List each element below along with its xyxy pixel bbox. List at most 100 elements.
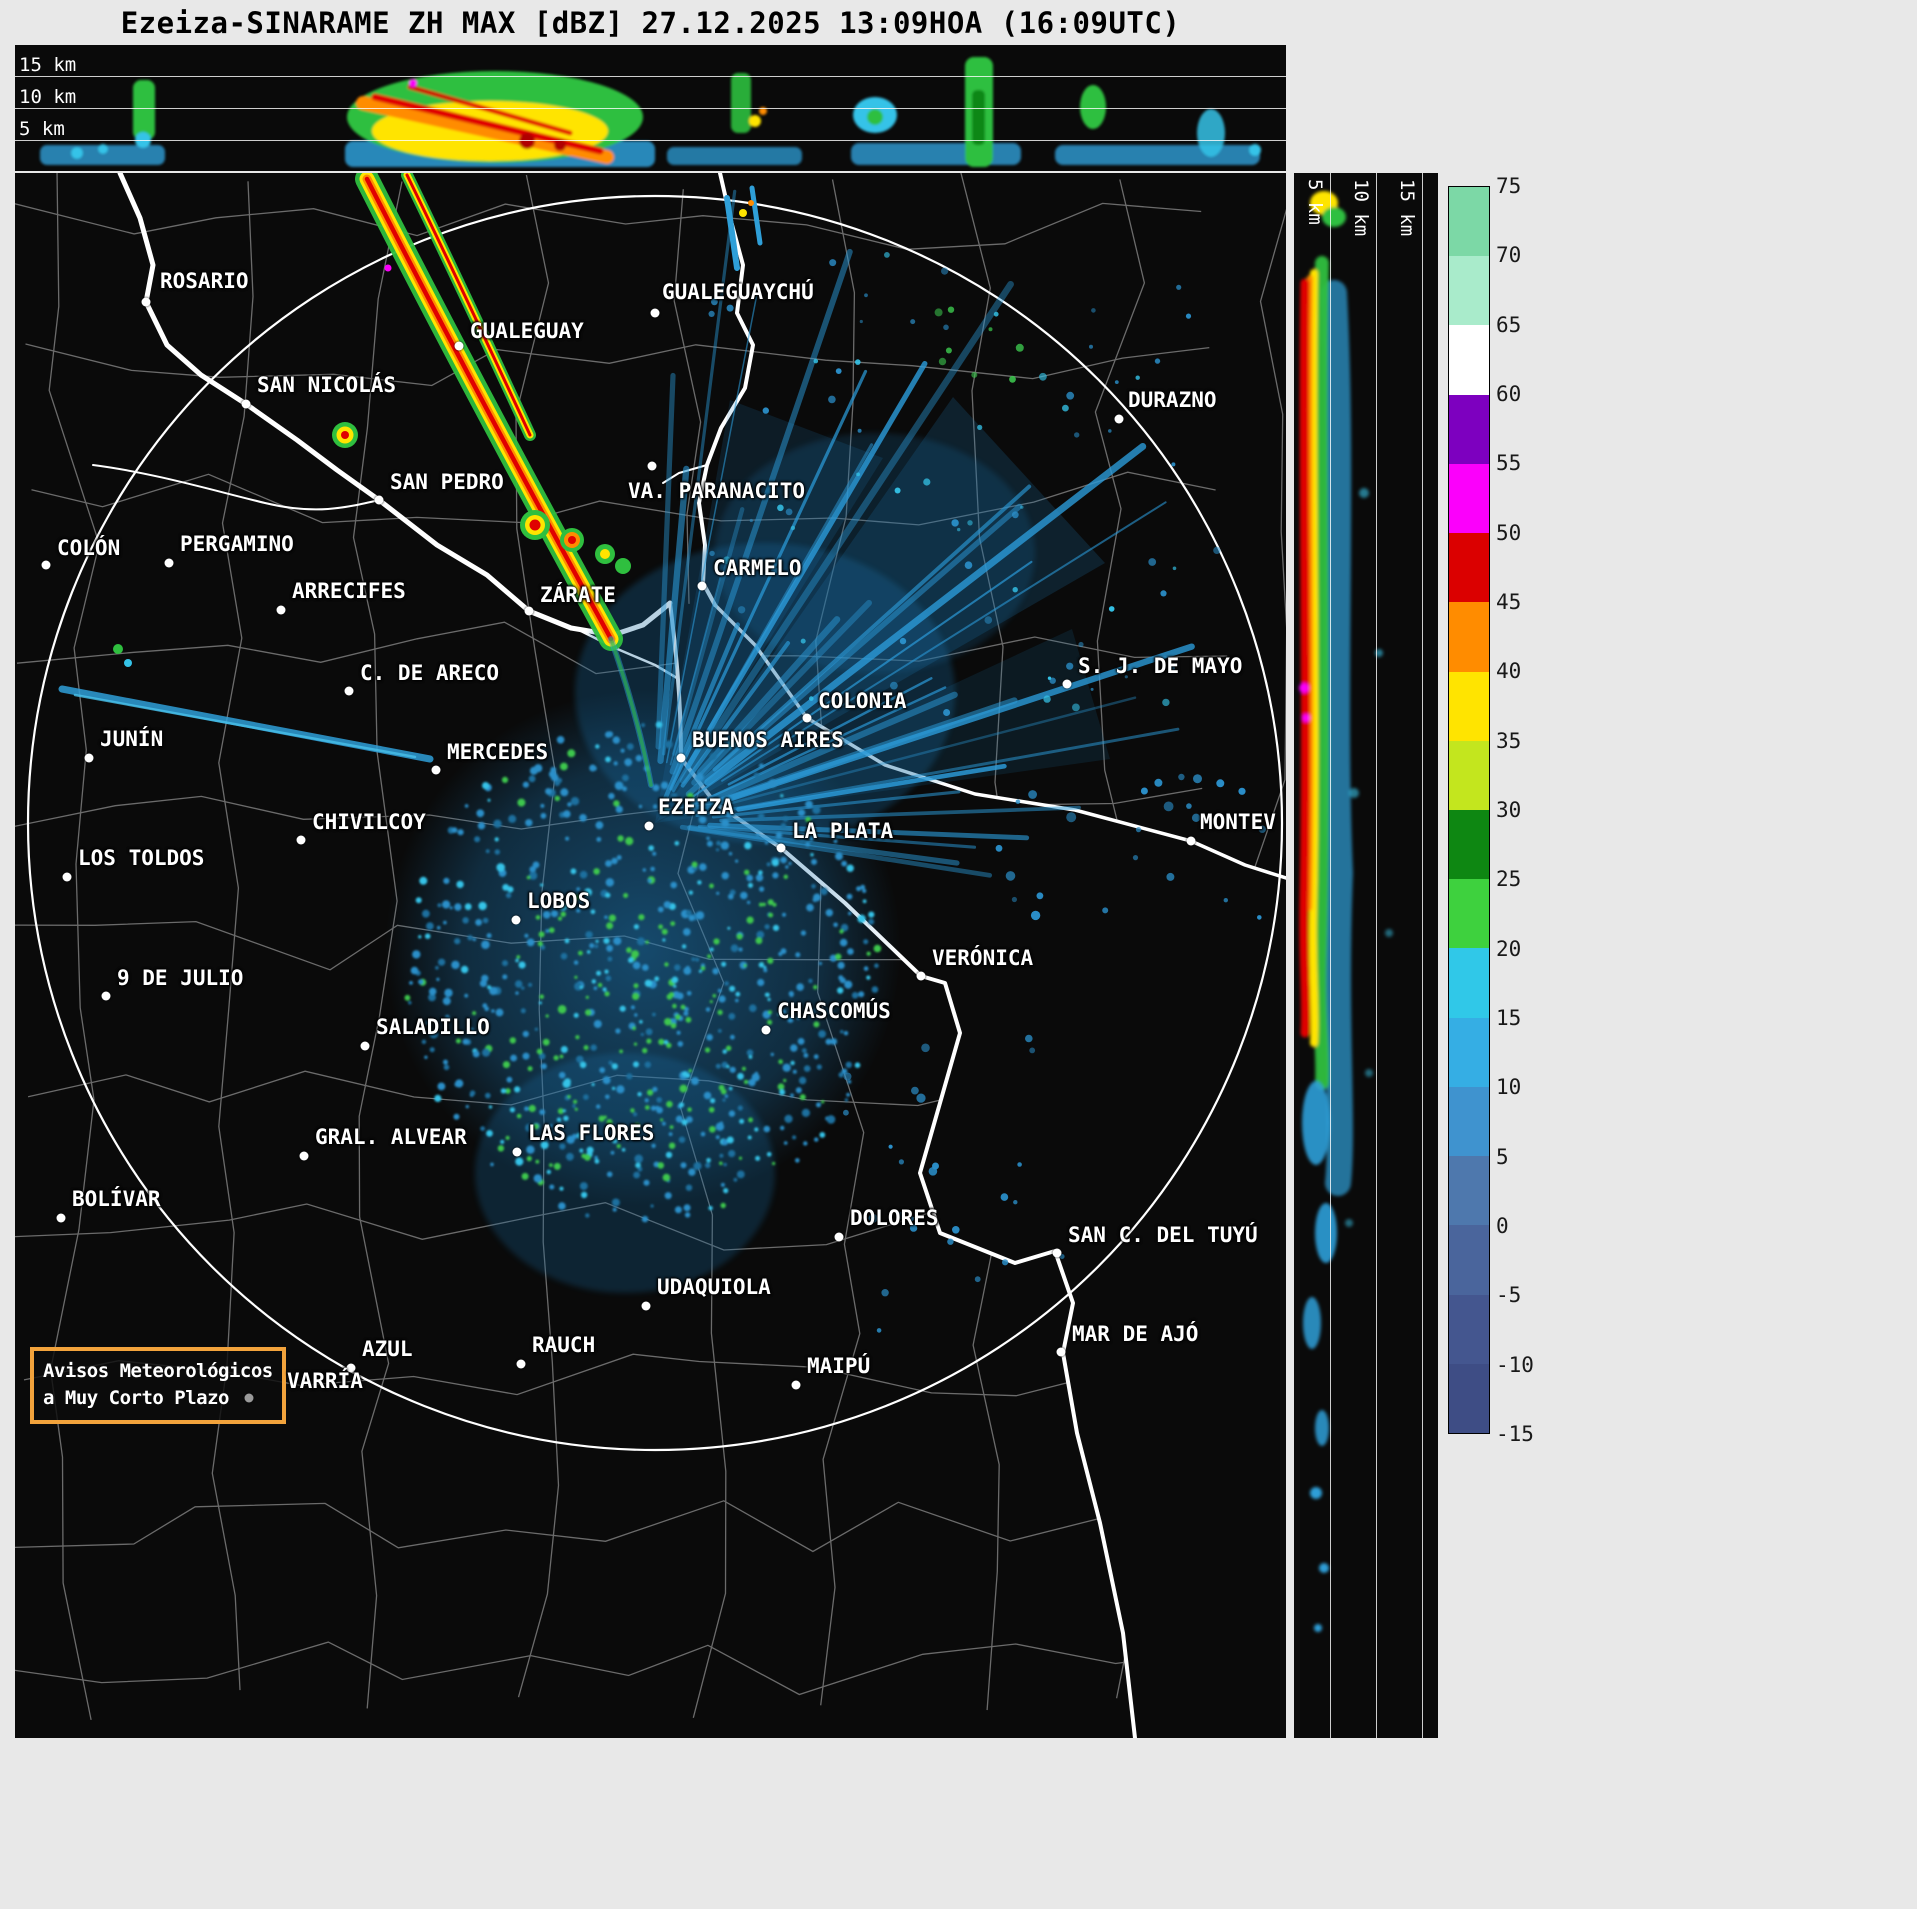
- colorbar-tick-label: 55: [1496, 451, 1522, 476]
- city-dot: [834, 1232, 844, 1242]
- city-dot: [241, 399, 251, 409]
- height-gridline: [15, 108, 1286, 109]
- city-dot: [791, 1380, 801, 1390]
- colorbar-band: [1449, 1363, 1489, 1433]
- colorbar-band: [1449, 187, 1489, 257]
- colorbar-band: [1449, 394, 1489, 464]
- city-dot: [1056, 1347, 1066, 1357]
- city-label: UDAQUIOLA: [657, 1275, 771, 1299]
- city-dot: [1114, 414, 1124, 424]
- city-dot: [676, 753, 686, 763]
- city-dot: [802, 713, 812, 723]
- height-gridline: [1330, 173, 1331, 1738]
- city-label: SALADILLO: [376, 1015, 490, 1039]
- city-label: GUALEGUAY: [470, 319, 584, 343]
- city-label: VERÓNICA: [932, 946, 1034, 970]
- city-dot: [141, 297, 151, 307]
- radar-echo-spokes: [655, 189, 1195, 878]
- colorbar-tick-label: -5: [1496, 1283, 1522, 1308]
- city-label: MONTEV: [1200, 810, 1276, 834]
- city-label: SAN C. DEL TUYÚ: [1068, 1223, 1258, 1247]
- colorbar-band: [1449, 948, 1489, 1018]
- city-dot: [56, 1213, 66, 1223]
- city-dot: [644, 821, 654, 831]
- colorbar-labels: 75 70 65 60 55 50 45 40 35 30 25 20 15 10 5 0 -5 -10 -15: [1496, 174, 1576, 1446]
- height-tick-label: 5 km: [1304, 179, 1326, 225]
- city-label: COLÓN: [57, 536, 121, 560]
- city-label: BUENOS AIRES: [692, 728, 844, 752]
- city-dot: [346, 1363, 356, 1373]
- radar-echoes: [58, 173, 1267, 1333]
- colorbar-band: [1449, 1017, 1489, 1087]
- colorbar-tick-label: 25: [1496, 867, 1522, 892]
- colorbar-band: [1449, 463, 1489, 534]
- city-dot: [776, 843, 786, 853]
- colorbar-band: [1449, 325, 1489, 395]
- city-dot: [916, 971, 926, 981]
- colorbar-bands: [1448, 186, 1490, 1434]
- city-dot: [84, 753, 94, 763]
- city-dot: [516, 1359, 526, 1369]
- city-dot: [1062, 679, 1072, 689]
- city-label: SAN PEDRO: [390, 470, 504, 494]
- city-dot: [1186, 836, 1196, 846]
- city-dot: [296, 835, 306, 845]
- height-gridline: [1422, 173, 1423, 1738]
- city-label: ROSARIO: [160, 269, 249, 293]
- city-label: DURAZNO: [1128, 388, 1217, 412]
- colorbar-tick-label: 70: [1496, 243, 1522, 268]
- city-label: LAS FLORES: [528, 1121, 655, 1145]
- admin-boundaries: [15, 173, 1286, 1721]
- colorbar-band: [1449, 1294, 1489, 1364]
- warning-line-2: a Muy Corto Plazo: [43, 1387, 229, 1409]
- nw-storm-band: [355, 173, 654, 788]
- city-label: MAIPÚ: [807, 1354, 871, 1378]
- city-label: AZUL: [362, 1337, 413, 1361]
- height-tick-label: 5 km: [19, 118, 65, 140]
- city-label: C. DE ARECO: [360, 661, 500, 685]
- city-label: LOS TOLDOS: [78, 846, 205, 870]
- top-cross-section-panel: 15 km 10 km 5 km: [15, 45, 1286, 171]
- city-dot: [524, 606, 534, 616]
- city-label: CHIVILCOY: [312, 810, 426, 834]
- city-label: S. J. DE MAYO: [1078, 654, 1243, 678]
- colorbar-band: [1449, 256, 1489, 326]
- colorbar-band: [1449, 809, 1489, 880]
- colorbar-tick-label: 65: [1496, 312, 1522, 337]
- city-dot: [164, 558, 174, 568]
- city-label: COLONIA: [818, 689, 907, 713]
- city-dot: [647, 461, 657, 471]
- colorbar-tick-label: 10: [1496, 1075, 1522, 1100]
- city-dot: [101, 991, 111, 1001]
- city-dot: [650, 308, 660, 318]
- height-tick-label: 15 km: [1396, 179, 1418, 237]
- colorbar-tick-label: 5: [1496, 1144, 1509, 1169]
- city-dot: [344, 686, 354, 696]
- city-label: EZEIZA: [658, 795, 734, 819]
- city-dot: [62, 872, 72, 882]
- storm-cells: [332, 422, 631, 574]
- page-title: Ezeiza-SINARAME ZH MAX [dBZ] 27.12.2025 …: [120, 5, 1181, 40]
- city-label: LA PLATA: [792, 819, 894, 843]
- colorbar-tick-label: -15: [1496, 1422, 1534, 1446]
- city-dot: [431, 765, 441, 775]
- city-dot: [512, 1147, 522, 1157]
- city-label: MAR DE AJÓ: [1072, 1322, 1199, 1346]
- city-label: BOLÍVAR: [72, 1187, 161, 1211]
- city-label: VARRÍA: [287, 1369, 363, 1393]
- right-cross-section-panel: 5 km 10 km 15 km: [1294, 173, 1438, 1738]
- city-dot: [511, 915, 521, 925]
- weather-warnings-box: Avisos Meteorológicos a Muy Corto Plazo: [30, 1347, 286, 1424]
- city-dot: [276, 605, 286, 615]
- city-label: JUNÍN: [100, 727, 164, 751]
- colorbar-band: [1449, 1225, 1489, 1295]
- city-label: PERGAMINO: [180, 532, 294, 556]
- colorbar-band: [1449, 671, 1489, 741]
- colorbar-tick-label: 40: [1496, 659, 1522, 684]
- city-label: GUALEGUAYCHÚ: [662, 280, 814, 304]
- colorbar-band: [1449, 602, 1489, 672]
- height-tick-label: 15 km: [19, 54, 77, 76]
- minor-echoes: [113, 185, 763, 667]
- city-dot: [641, 1301, 651, 1311]
